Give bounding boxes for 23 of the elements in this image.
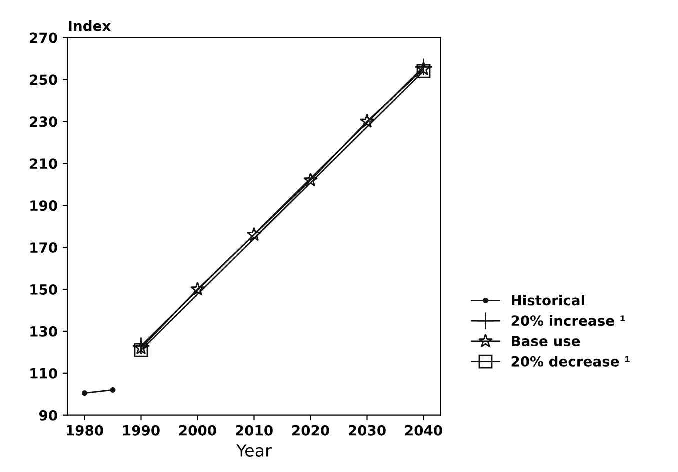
y-tick-label: 250 (30, 74, 58, 86)
y-tick-label: 150 (30, 284, 58, 295)
legend-label: 20% decrease ¹ (512, 356, 630, 367)
x-tick-label: 2010 (236, 425, 273, 436)
x-tick-label: 2040 (406, 425, 442, 436)
legend-label: Base use (512, 336, 580, 347)
x-tick-label: 2030 (349, 425, 386, 436)
y-tick-label: 170 (30, 242, 58, 254)
y-tick-label: 190 (30, 200, 58, 212)
legend-label: 20% increase ¹ (512, 315, 626, 326)
x-tick-label: 2000 (180, 425, 216, 436)
y-axis-title: Index (69, 20, 111, 32)
y-tick-label: 90 (39, 410, 58, 421)
y-tick-label: 270 (30, 32, 58, 44)
x-tick-label: 1990 (123, 425, 160, 436)
x-axis-title: Year (236, 444, 272, 457)
legend-label: Historical (512, 294, 584, 306)
y-tick-label: 210 (30, 158, 58, 170)
x-tick-label: 2020 (292, 425, 330, 436)
y-tick-label: 230 (30, 116, 58, 128)
x-tick-label: 1980 (66, 425, 104, 436)
y-tick-label: 130 (30, 326, 58, 337)
y-tick-label: 110 (30, 368, 58, 379)
